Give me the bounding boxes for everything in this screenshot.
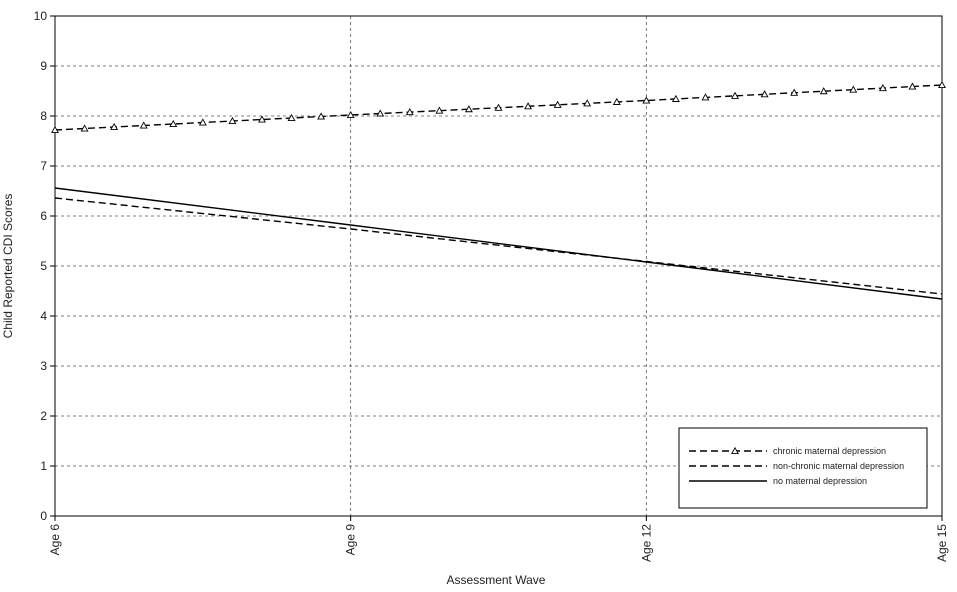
series-marker-0	[51, 125, 59, 134]
series-marker-0	[405, 107, 414, 116]
series-marker-0	[819, 87, 828, 95]
series-marker-0	[583, 99, 592, 107]
series-marker-0	[790, 88, 799, 96]
y-tick-label: 3	[40, 359, 47, 373]
series-marker-0	[731, 91, 739, 99]
y-tick-label: 1	[40, 459, 47, 473]
series-marker-0	[849, 85, 858, 93]
series-marker-0	[878, 83, 887, 92]
legend-marker-0	[731, 446, 739, 455]
legend-label-1: non-chronic maternal depression	[773, 461, 904, 471]
y-tick-label: 9	[40, 59, 47, 73]
x-tick-label: Age 6	[48, 524, 62, 556]
legend: chronic maternal depression non-chronic m…	[678, 427, 928, 509]
x-tick-label: Age 12	[639, 524, 653, 562]
y-tick-labels: 0 1 2 3 4 5 6 7 8 9 10	[34, 9, 48, 523]
series-marker-0	[494, 103, 503, 111]
y-tick-label: 6	[40, 209, 47, 223]
x-tick-labels: Age 6 Age 9 Age 12 Age 15	[48, 524, 949, 562]
legend-label-0: chronic maternal depression	[773, 446, 886, 456]
series-marker-0	[228, 116, 237, 125]
legend-box	[678, 427, 928, 509]
series-marker-0	[346, 110, 355, 119]
series-marker-0	[376, 109, 385, 117]
series-marker-0	[435, 106, 444, 114]
y-axis-title: Child Reported CDI Scores	[1, 194, 15, 339]
series-marker-0	[760, 90, 769, 98]
y-tick-label: 4	[40, 309, 47, 323]
x-axis-title: Assessment Wave	[447, 573, 546, 587]
y-tick-label: 8	[40, 109, 47, 123]
series-marker-0	[464, 105, 473, 113]
y-tick-label: 0	[40, 509, 47, 523]
series-marker-0	[139, 121, 148, 129]
series-marker-0	[169, 119, 178, 128]
y-tick-label: 10	[34, 9, 48, 23]
series-marker-0	[642, 96, 651, 104]
series-marker-0	[198, 118, 207, 126]
series-line-1	[54, 197, 943, 295]
series-marker-0	[524, 102, 533, 110]
series-marker-0	[80, 124, 89, 132]
series	[51, 80, 946, 300]
axes	[50, 15, 943, 521]
series-marker-0	[258, 115, 266, 123]
series-marker-0	[908, 82, 917, 90]
x-tick-label: Age 15	[935, 524, 949, 562]
series-marker-0	[938, 80, 946, 89]
series-marker-0	[110, 122, 119, 131]
y-tick-label: 7	[40, 159, 47, 173]
y-tick-label: 2	[40, 409, 47, 423]
y-tick-label: 5	[40, 259, 47, 273]
series-marker-0	[287, 113, 296, 122]
series-marker-0	[671, 94, 680, 102]
x-tick-label: Age 9	[344, 524, 358, 556]
series-marker-0	[317, 112, 326, 120]
series-marker-0	[701, 93, 710, 101]
legend-label-2: no maternal depression	[773, 476, 867, 486]
plot-frame	[54, 15, 943, 517]
series-line-2	[54, 187, 943, 300]
series-marker-0	[612, 97, 621, 105]
series-marker-0	[553, 100, 562, 108]
